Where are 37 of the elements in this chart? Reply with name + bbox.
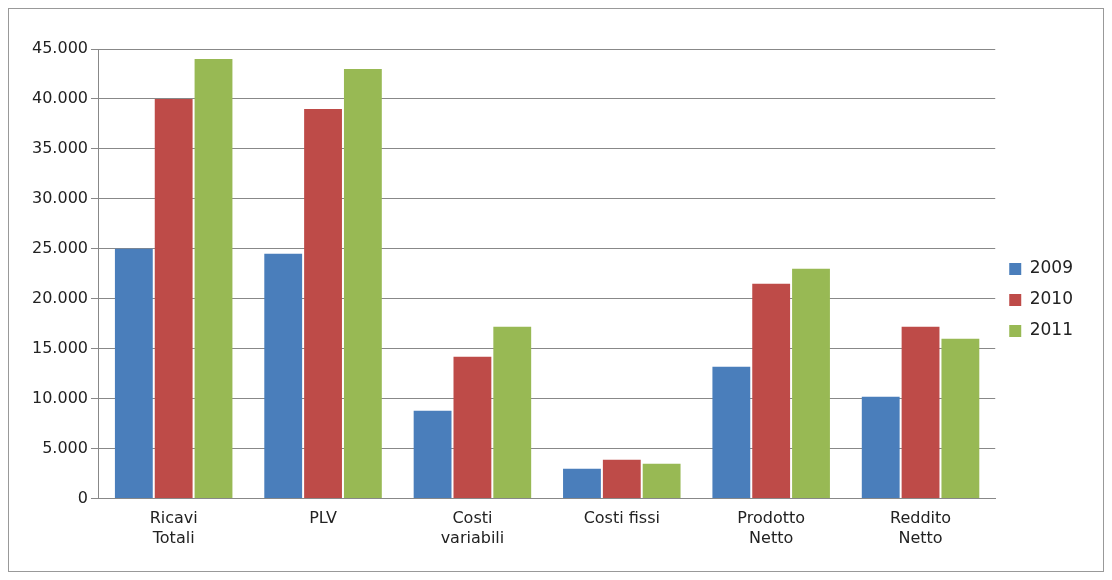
bar: [194, 58, 233, 499]
bar: [792, 268, 830, 499]
bar: [493, 326, 532, 499]
bar: [413, 410, 452, 499]
y-tick-label: 5.000: [42, 437, 88, 457]
y-tick-label: 0: [77, 487, 88, 507]
y-tick-label: 20.000: [32, 287, 88, 307]
x-tick-label: Ricavi Totali: [149, 508, 198, 547]
x-tick-label: Prodotto Netto: [737, 508, 806, 547]
bar: [264, 253, 303, 499]
legend-label: 2009: [1029, 257, 1073, 278]
y-tick-label: 45.000: [32, 38, 88, 58]
bar: [154, 98, 193, 499]
y-tick-label: 40.000: [32, 88, 88, 108]
bar: [941, 338, 980, 499]
bar: [563, 468, 601, 499]
bar: [114, 248, 153, 499]
bar: [861, 396, 900, 499]
legend-label: 2011: [1029, 319, 1073, 340]
bar: [752, 283, 791, 499]
bar: [712, 366, 751, 499]
x-tick-label: Costi variabili: [440, 508, 505, 547]
y-tick-label: 10.000: [32, 387, 88, 407]
y-tick-label: 15.000: [32, 337, 88, 357]
x-tick-label: Costi fissi: [583, 508, 660, 528]
legend-label: 2010: [1029, 288, 1073, 309]
y-tick-label: 35.000: [32, 138, 88, 158]
y-tick-label: 30.000: [32, 188, 88, 208]
bar: [901, 326, 940, 499]
y-tick-label: 25.000: [32, 237, 88, 257]
bar: [453, 356, 492, 499]
bar: [304, 108, 342, 499]
x-tick-label: Reddito Netto: [890, 508, 952, 547]
bar: [343, 68, 382, 499]
bar: [602, 459, 641, 499]
bar: [642, 463, 681, 499]
x-tick-label: PLV: [309, 508, 337, 528]
